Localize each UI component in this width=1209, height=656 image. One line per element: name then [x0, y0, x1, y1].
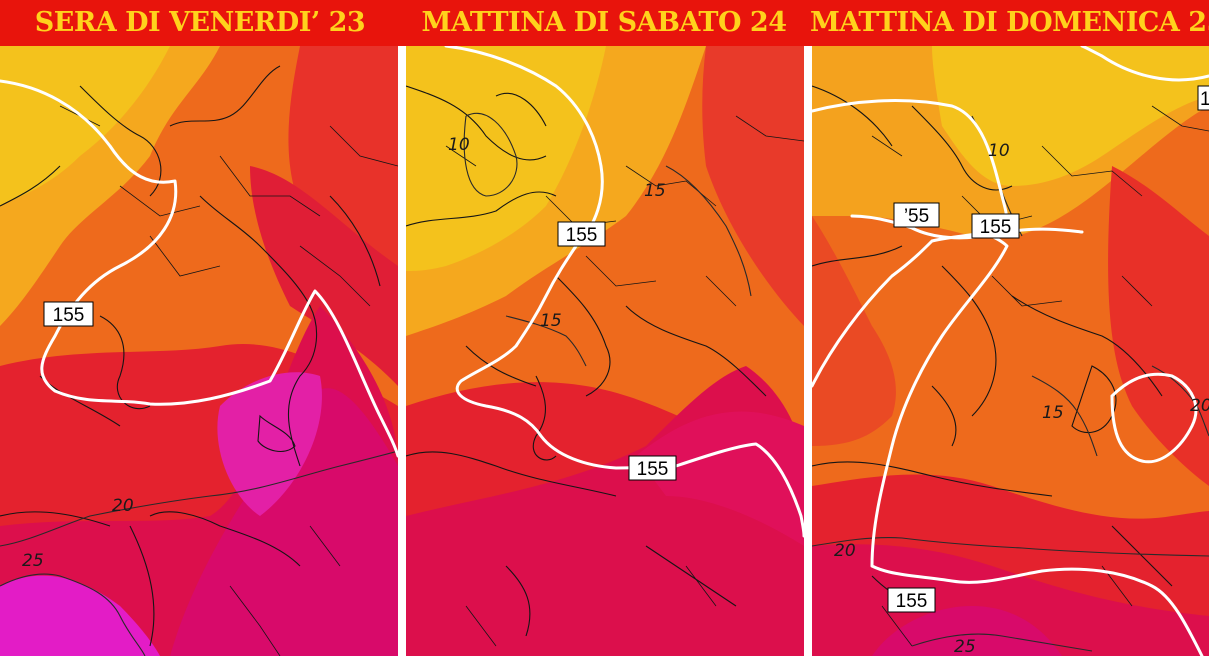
- isotherm-label-25: 25: [954, 637, 976, 656]
- isotherm-25: [0, 573, 146, 656]
- isotherm-label-15b: 15: [540, 311, 562, 331]
- geopotential-contour: [0, 79, 398, 458]
- coastline: [406, 85, 767, 637]
- contour-label-155: 155: [53, 305, 85, 326]
- contour-label-155-west: ’55: [904, 206, 929, 227]
- isotherm-label-20-east: 20: [1190, 396, 1209, 416]
- map-panel-friday: 155 20 25: [0, 46, 398, 656]
- isotherm-15b: [505, 315, 587, 367]
- contour-label-edge: 1: [1200, 89, 1209, 110]
- isotherm-label-20: 20: [834, 541, 856, 561]
- contour-label-155-south: 155: [896, 591, 928, 612]
- isotherm-20: [0, 450, 398, 547]
- contour-label-155-south: 155: [637, 459, 669, 480]
- isotherm-label-25: 25: [22, 551, 44, 571]
- isotherm-25: [911, 633, 1093, 652]
- isotherm-15: [1031, 375, 1098, 457]
- panel-title-friday: SERA DI VENERDI’ 23: [34, 7, 366, 38]
- contour-label-box: [628, 455, 677, 481]
- panel-title-sunday: MATTINA DI DOMENICA 25: [810, 7, 1209, 38]
- contour-label-155-north: 155: [566, 225, 598, 246]
- coastline: [0, 65, 381, 647]
- isotherm-10: [463, 112, 518, 197]
- isotherm-label-20: 20: [112, 496, 134, 516]
- contour-label-box: [887, 587, 936, 613]
- isotherm-15: [665, 165, 752, 297]
- temperature-map-friday: 155 20 25: [0, 46, 398, 656]
- geopotential-contour: [444, 46, 804, 538]
- temperature-map-saturday: 155 155 10 15 15: [406, 46, 804, 656]
- isotherm-label-10: 10: [988, 141, 1010, 161]
- temperature-map-sunday: ’55 155 155 10 15 20 25 20 1: [812, 46, 1209, 656]
- contour-label-box: [893, 202, 940, 228]
- isotherm-label-15: 15: [1042, 403, 1064, 423]
- map-panel-saturday: 155 155 10 15 15: [406, 46, 804, 656]
- map-panel-sunday: ’55 155 155 10 15 20 25 20 1: [812, 46, 1209, 656]
- contour-label-box: [557, 221, 606, 247]
- contour-label-box: [1197, 85, 1209, 111]
- contour-label-155-center: 155: [980, 217, 1012, 238]
- isotherm-label-15: 15: [644, 181, 666, 201]
- panel-divider: [398, 46, 406, 656]
- isotherm-label-10: 10: [448, 135, 470, 155]
- geopotential-contour: [812, 46, 1209, 656]
- contour-label-box: [971, 213, 1020, 239]
- isotherm-20: [812, 537, 1209, 557]
- contour-label-box: [43, 301, 94, 327]
- title-bar: SERA DI VENERDI’ 23 MATTINA DI SABATO 24…: [0, 0, 1209, 46]
- panel-title-saturday: MATTINA DI SABATO 24: [421, 7, 787, 38]
- panel-divider: [804, 46, 812, 656]
